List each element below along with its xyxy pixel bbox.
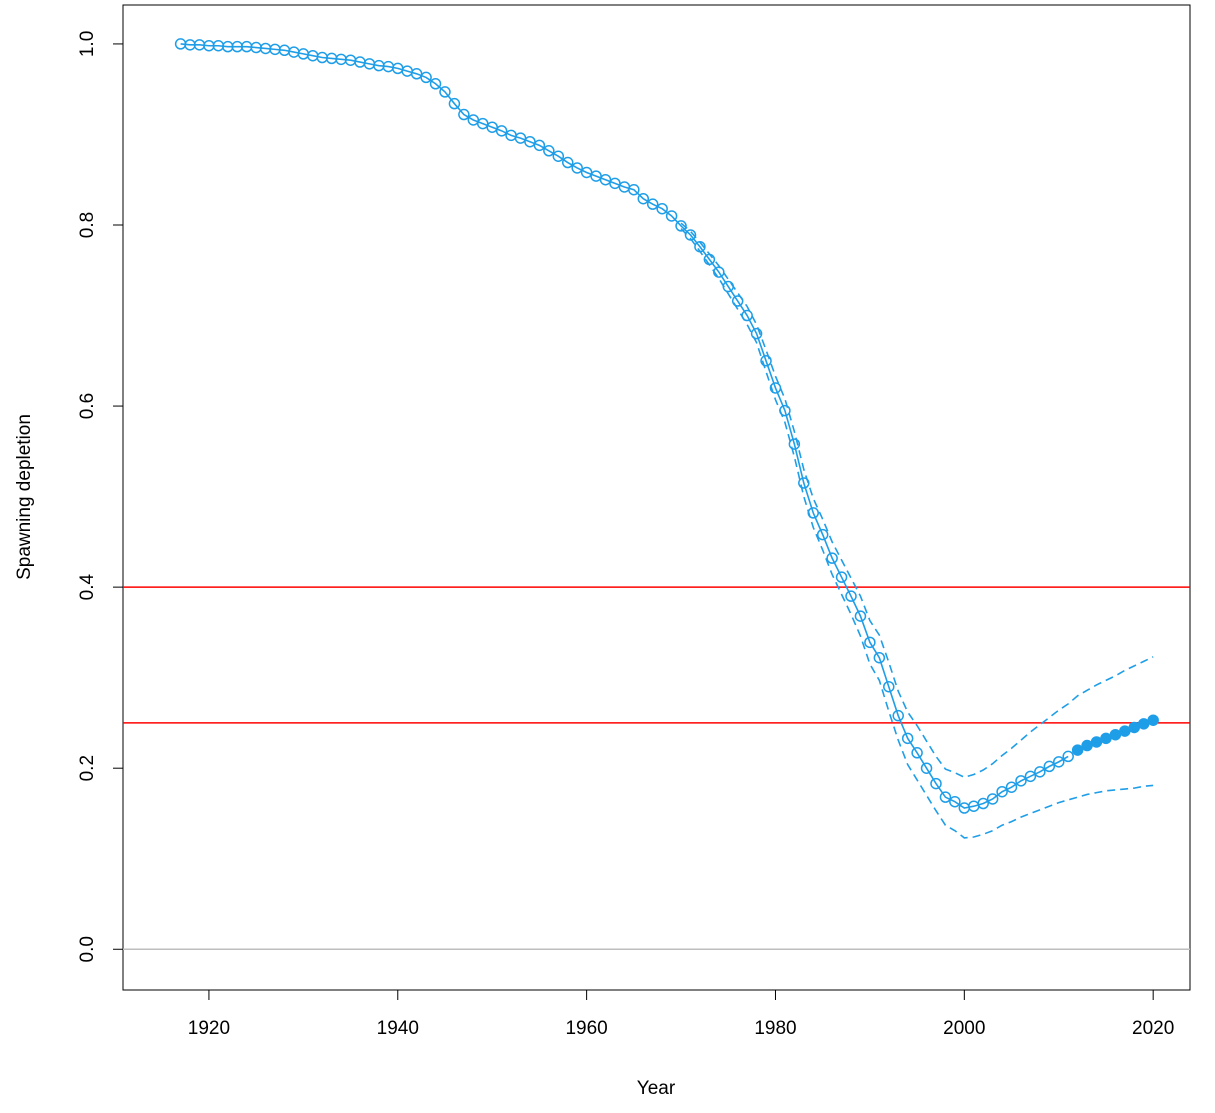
data-point: [864, 636, 876, 649]
data-point: [656, 202, 668, 215]
x-tick-label: 1960: [565, 1018, 607, 1039]
data-point: [439, 86, 451, 98]
y-tick-label: 0.0: [77, 936, 98, 962]
data-point: [448, 97, 461, 110]
data-point: [731, 295, 744, 307]
data-point: [1147, 714, 1159, 726]
data-point: [1090, 736, 1103, 748]
data-point: [646, 198, 659, 210]
data-point: [665, 210, 678, 222]
data-point: [1071, 744, 1084, 756]
data-point: [901, 732, 914, 745]
y-axis-label: Spawning depletion: [14, 414, 35, 580]
data-point: [1052, 756, 1065, 768]
data-point: [420, 71, 432, 84]
y-tick-label: 0.2: [77, 755, 98, 781]
series-line: [180, 43, 1069, 809]
data-point: [826, 552, 838, 564]
data-point: [760, 355, 772, 367]
data-point: [930, 777, 942, 790]
data-point: [543, 145, 555, 157]
data-point: [835, 571, 848, 583]
x-tick-label: 1980: [754, 1018, 796, 1039]
data-point: [1128, 721, 1141, 734]
data-point: [883, 680, 895, 693]
plot-box: [122, 4, 1191, 991]
data-point: [1005, 781, 1018, 793]
data-point: [816, 528, 829, 541]
data-point: [977, 797, 989, 810]
y-tick-label: 0.4: [77, 573, 98, 600]
x-tick-label: 1940: [377, 1018, 419, 1039]
y-tick-label: 0.6: [77, 393, 98, 419]
data-point: [769, 382, 782, 394]
data-point: [675, 220, 687, 232]
data-point: [1137, 718, 1150, 730]
data-point: [533, 139, 546, 152]
data-point: [561, 156, 574, 169]
data-point: [552, 150, 565, 162]
data-point: [986, 793, 999, 805]
data-point: [996, 785, 1008, 798]
data-point: [571, 162, 583, 174]
data-point: [495, 125, 508, 137]
y-tick-label: 1.0: [77, 31, 98, 57]
data-point: [1109, 728, 1122, 741]
data-point: [854, 610, 867, 622]
data-point: [1043, 760, 1056, 773]
data-point: [845, 590, 857, 602]
data-point: [429, 78, 442, 90]
data-point: [788, 438, 801, 450]
data-point: [1100, 732, 1112, 745]
data-point: [1034, 766, 1046, 778]
data-point: [1024, 770, 1037, 783]
data-point: [458, 108, 470, 121]
data-point: [892, 709, 904, 722]
data-point: [750, 327, 763, 340]
data-point: [798, 477, 810, 489]
series-line: [680, 228, 1154, 839]
data-point: [911, 747, 923, 759]
data-point: [1081, 739, 1093, 752]
data-point: [637, 192, 650, 205]
y-tick-label: 0.8: [77, 212, 98, 238]
series-line: [680, 222, 1154, 779]
x-tick-label: 1920: [188, 1018, 230, 1039]
data-point: [1015, 775, 1027, 787]
data-point: [920, 762, 933, 774]
x-axis-label: Year: [637, 1078, 676, 1099]
data-point: [684, 229, 697, 241]
data-point: [1119, 725, 1131, 737]
data-point: [628, 183, 640, 196]
data-point: [939, 791, 952, 803]
x-tick-label: 2000: [943, 1018, 985, 1039]
data-point: [949, 795, 961, 808]
data-point: [1062, 750, 1074, 763]
data-point: [873, 651, 886, 664]
x-tick-label: 2020: [1132, 1018, 1174, 1039]
